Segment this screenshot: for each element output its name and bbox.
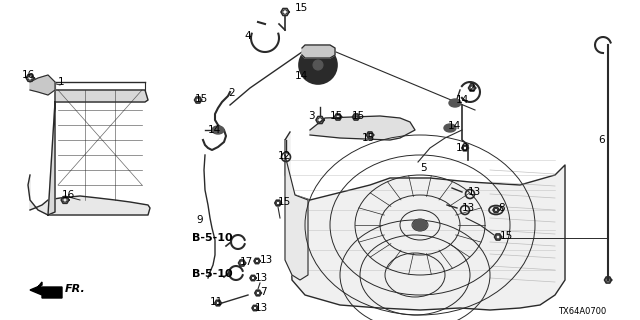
Text: 17: 17 <box>240 257 253 267</box>
Polygon shape <box>30 75 55 95</box>
Text: 15: 15 <box>295 3 308 13</box>
Ellipse shape <box>313 60 323 70</box>
Polygon shape <box>48 90 148 215</box>
Text: FR.: FR. <box>65 284 86 294</box>
Text: 13: 13 <box>462 203 476 213</box>
Text: 15: 15 <box>362 133 375 143</box>
Text: 15: 15 <box>278 197 291 207</box>
Ellipse shape <box>413 220 427 230</box>
Text: 13: 13 <box>260 255 273 265</box>
Text: 5: 5 <box>420 163 427 173</box>
Text: 16: 16 <box>62 190 76 200</box>
Text: 6: 6 <box>598 135 605 145</box>
Text: 12: 12 <box>278 151 291 161</box>
Text: 4: 4 <box>244 31 251 41</box>
Ellipse shape <box>449 99 461 107</box>
Polygon shape <box>28 175 150 215</box>
Text: 15: 15 <box>330 111 343 121</box>
Text: 7: 7 <box>260 287 267 297</box>
Text: 11: 11 <box>210 297 223 307</box>
Text: 14: 14 <box>208 125 221 135</box>
Ellipse shape <box>306 53 330 77</box>
Text: 3: 3 <box>308 111 315 121</box>
Text: 15: 15 <box>500 231 513 241</box>
Ellipse shape <box>299 46 337 84</box>
Text: 8: 8 <box>498 203 504 213</box>
Text: B-5-10: B-5-10 <box>192 269 232 279</box>
Polygon shape <box>285 132 565 310</box>
Text: B-5-10: B-5-10 <box>192 233 232 243</box>
Ellipse shape <box>444 124 456 132</box>
Text: 10: 10 <box>456 143 469 153</box>
Text: TX64A0700: TX64A0700 <box>558 307 606 316</box>
Text: 13: 13 <box>468 187 481 197</box>
Text: 13: 13 <box>255 273 268 283</box>
Text: 14: 14 <box>295 71 308 81</box>
Ellipse shape <box>212 126 224 134</box>
Text: 13: 13 <box>255 303 268 313</box>
Polygon shape <box>285 140 308 280</box>
Text: 14: 14 <box>448 121 461 131</box>
Text: 14: 14 <box>456 95 469 105</box>
Text: 15: 15 <box>352 111 365 121</box>
Text: 2: 2 <box>228 88 235 98</box>
Text: 16: 16 <box>22 70 35 80</box>
Polygon shape <box>30 282 62 298</box>
Text: 9: 9 <box>196 215 203 225</box>
Text: 15: 15 <box>195 94 208 104</box>
Polygon shape <box>302 45 335 58</box>
Polygon shape <box>310 116 415 140</box>
Text: 2: 2 <box>468 83 475 93</box>
Text: 1: 1 <box>58 77 65 87</box>
